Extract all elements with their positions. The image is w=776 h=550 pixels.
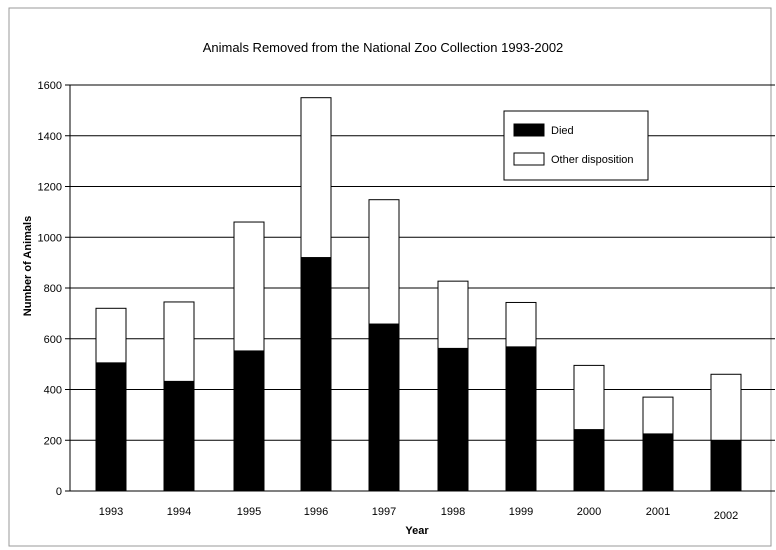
y-axis-label: Number of Animals [22,216,34,316]
bar-died-1998 [437,347,469,492]
y-tick-labels: 0 200 400 600 800 1000 1200 1400 1600 [38,80,62,498]
bar-died-2001 [642,433,674,492]
bar-died-1997 [368,323,400,492]
bar-other-disposition-1995 [233,221,265,352]
y-tick-label-400: 400 [44,385,62,397]
bar-died-1995 [233,350,265,492]
legend-label-other-disposition: Other disposition [551,154,634,166]
x-tick-label-2002: 2002 [714,510,738,522]
legend-label-died: Died [551,125,574,137]
bars [95,97,742,492]
bar-died-2000 [573,429,605,492]
bar-died-1994 [163,380,195,492]
legend-swatch-died [513,123,545,137]
y-tick-label-200: 200 [44,435,62,447]
axes [65,84,775,492]
bar-died-1999 [505,346,537,492]
y-tick-label-0: 0 [56,486,62,498]
x-tick-label-1997: 1997 [372,506,396,518]
bar-other-disposition-1999 [505,301,537,348]
y-tick-label-1400: 1400 [38,131,62,143]
bar-other-disposition-2001 [642,396,674,435]
bar-died-2002 [710,439,742,492]
x-tick-labels: 1993 1994 1995 1996 1997 1998 1999 2000 2001 2002 [99,506,738,522]
bar-other-disposition-2000 [573,364,605,431]
legend: Died Other disposition [503,110,649,181]
bar-other-disposition-1996 [300,97,332,259]
legend-swatch-other-disposition [513,152,545,166]
bar-other-disposition-1997 [368,199,400,325]
x-tick-label-1993: 1993 [99,506,123,518]
x-tick-label-1998: 1998 [441,506,465,518]
bar-other-disposition-1994 [163,301,195,382]
x-tick-label-2000: 2000 [577,506,601,518]
bar-other-disposition-2002 [710,373,742,441]
y-tick-label-1600: 1600 [38,80,62,92]
y-tick-label-600: 600 [44,334,62,346]
bar-other-disposition-1998 [437,280,469,349]
x-axis-label: Year [405,525,429,537]
y-tick-label-1000: 1000 [38,232,62,244]
y-tick-label-800: 800 [44,283,62,295]
legend-box [503,110,649,181]
x-tick-label-1999: 1999 [509,506,533,518]
x-tick-label-1994: 1994 [167,506,191,518]
bar-other-disposition-1993 [95,307,127,364]
bar-died-1996 [300,257,332,492]
x-tick-label-1995: 1995 [237,506,261,518]
y-tick-label-1200: 1200 [38,182,62,194]
chart-title: Animals Removed from the National Zoo Co… [203,40,564,55]
x-tick-label-1996: 1996 [304,506,328,518]
x-tick-label-2001: 2001 [646,506,670,518]
bar-died-1993 [95,362,127,492]
